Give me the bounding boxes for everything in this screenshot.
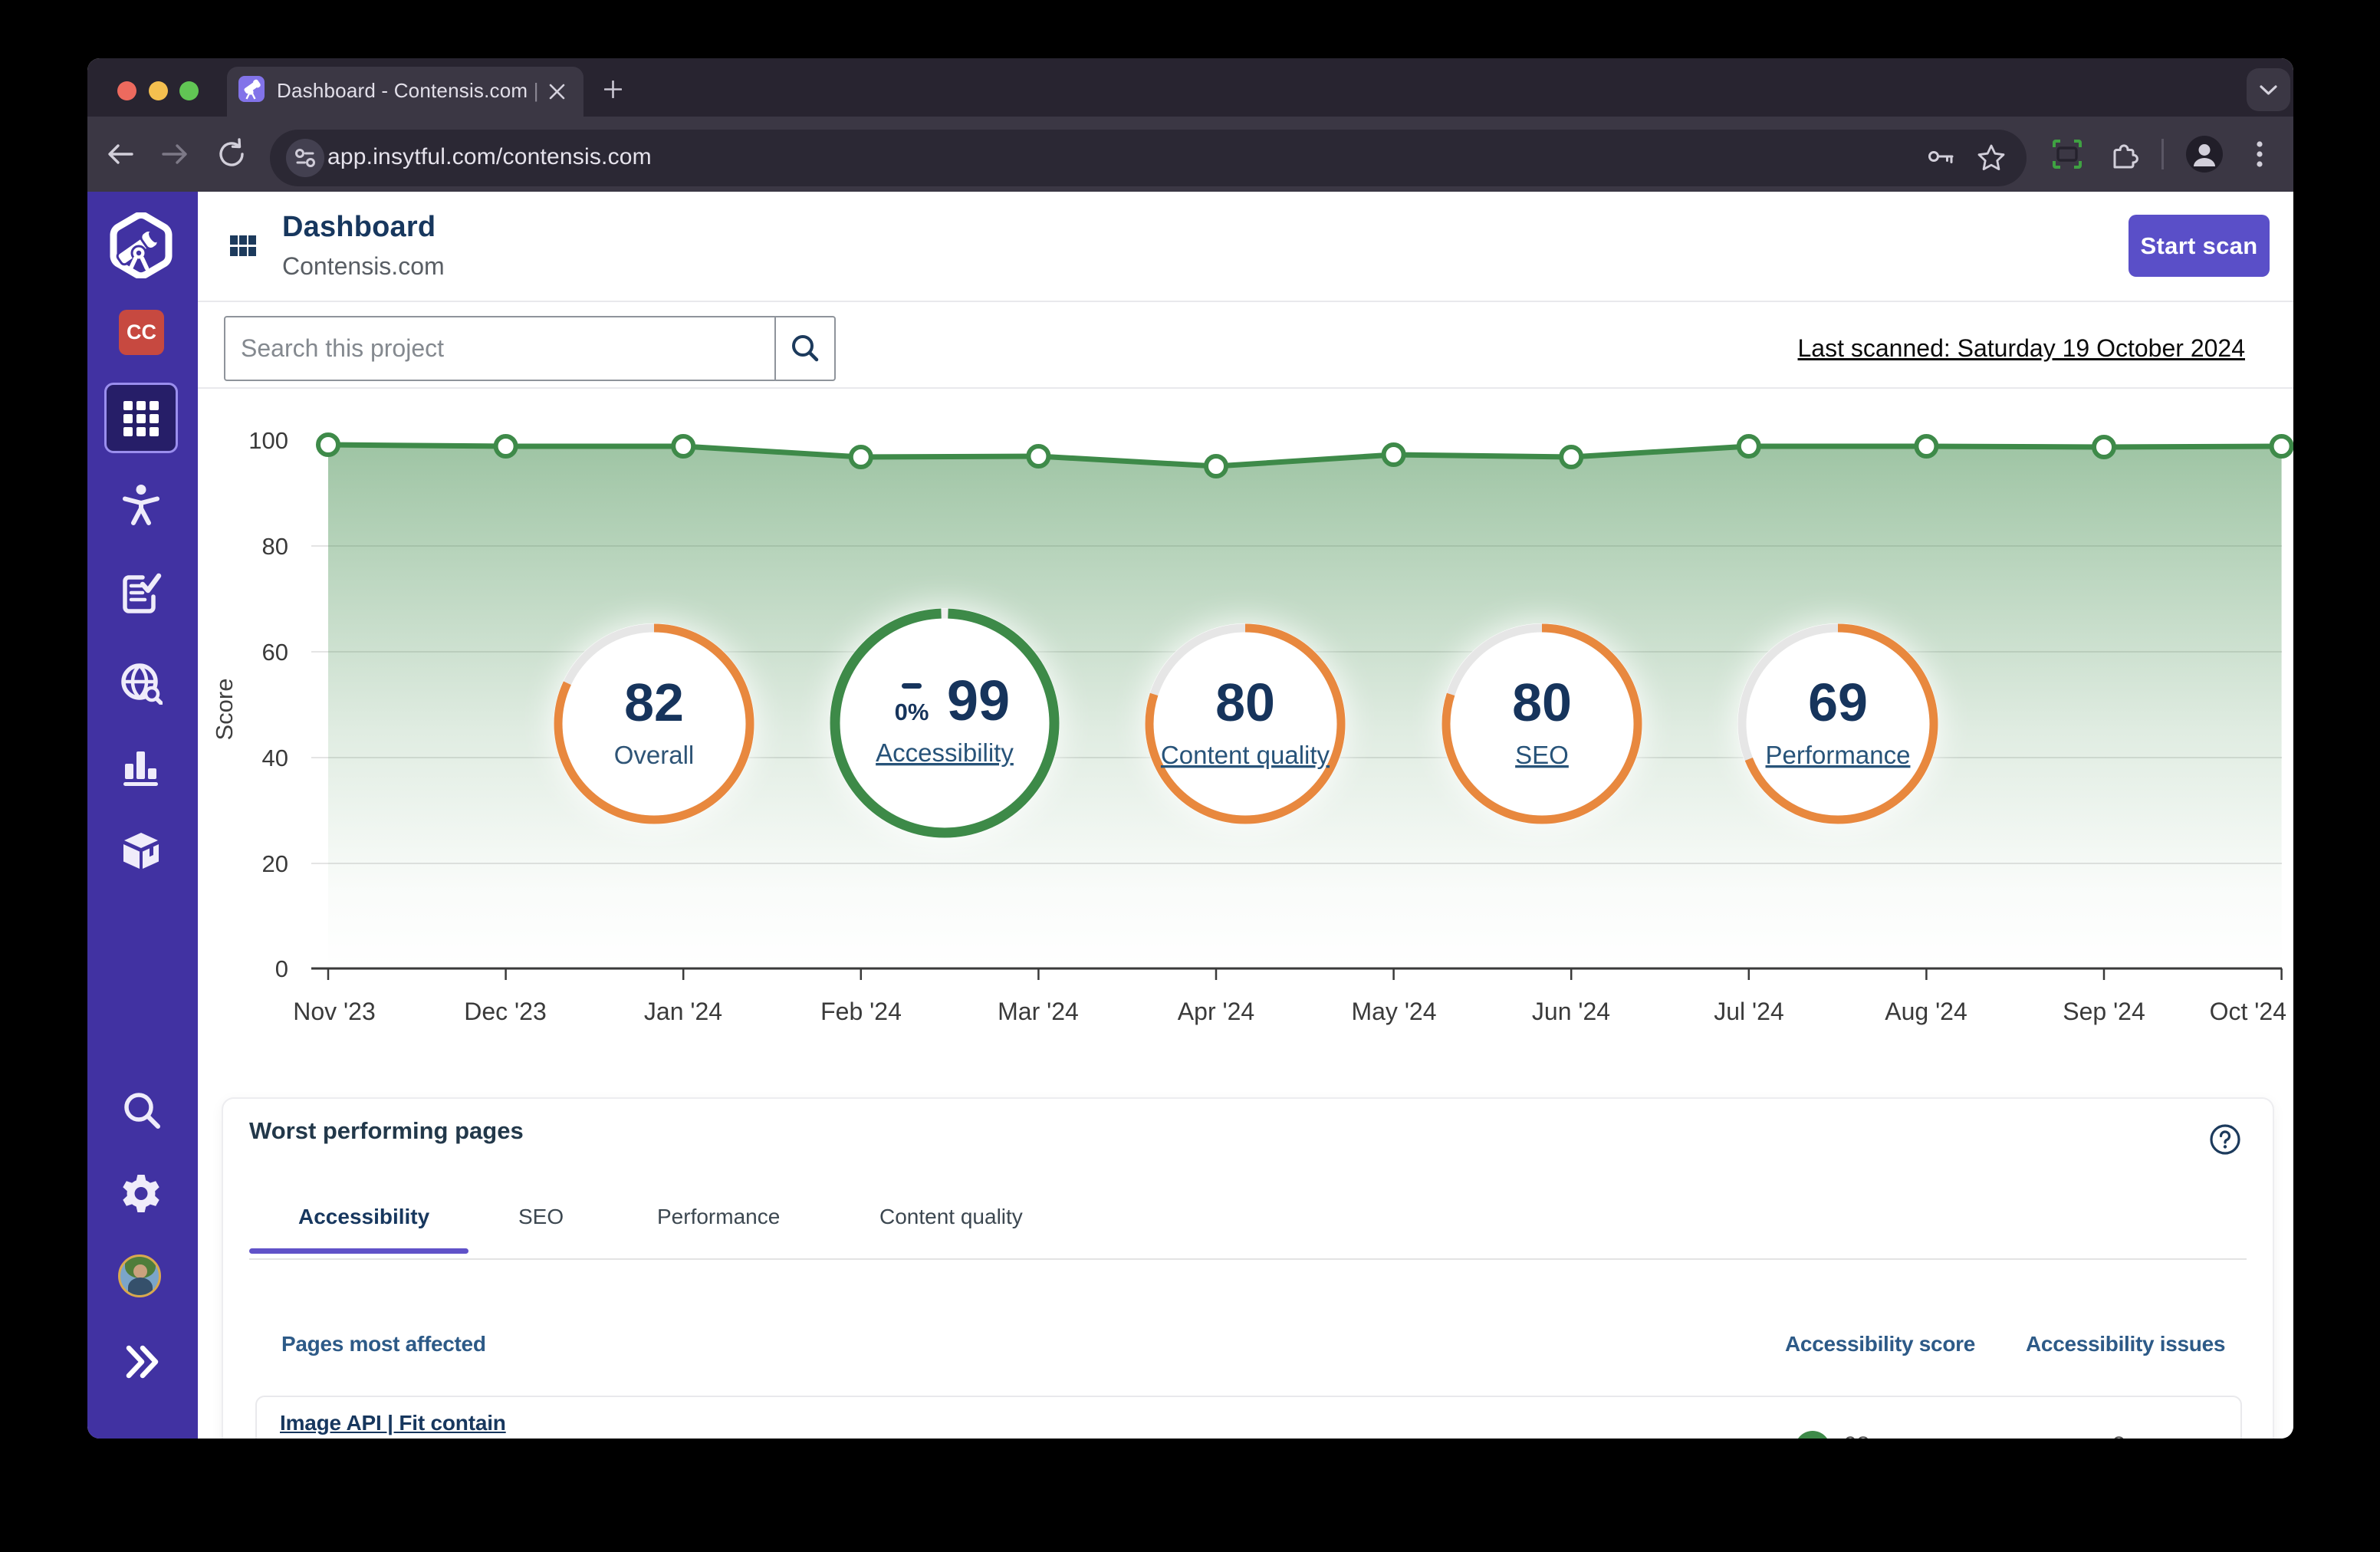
svg-text:0: 0 (275, 955, 288, 982)
svg-text:Nov '23: Nov '23 (293, 998, 376, 1025)
svg-text:82: 82 (624, 672, 684, 732)
svg-text:Jul '24: Jul '24 (1714, 998, 1784, 1025)
svg-text:40: 40 (262, 745, 288, 771)
svg-text:69: 69 (1808, 672, 1868, 732)
svg-text:Jan '24: Jan '24 (644, 998, 722, 1025)
svg-text:Content quality: Content quality (1161, 741, 1330, 769)
svg-text:Overall: Overall (614, 741, 695, 769)
svg-text:100: 100 (248, 427, 288, 454)
svg-text:Aug '24: Aug '24 (1885, 998, 1967, 1025)
svg-text:Performance: Performance (1766, 741, 1911, 769)
svg-text:80: 80 (1215, 672, 1275, 732)
svg-text:Mar '24: Mar '24 (998, 998, 1079, 1025)
svg-text:Oct '24: Oct '24 (2210, 998, 2286, 1025)
svg-text:Score: Score (211, 679, 238, 741)
svg-text:20: 20 (262, 850, 288, 877)
svg-text:SEO: SEO (1515, 741, 1569, 769)
svg-text:80: 80 (1512, 672, 1572, 732)
svg-text:Dec '23: Dec '23 (464, 998, 547, 1025)
svg-text:60: 60 (262, 639, 288, 666)
svg-text:80: 80 (262, 533, 288, 560)
svg-text:Apr '24: Apr '24 (1178, 998, 1254, 1025)
svg-text:0%: 0% (895, 699, 929, 725)
svg-text:Accessibility: Accessibility (876, 738, 1014, 767)
svg-text:Feb '24: Feb '24 (820, 998, 902, 1025)
svg-text:Sep '24: Sep '24 (2063, 998, 2145, 1025)
svg-text:99: 99 (947, 669, 1010, 732)
svg-text:May '24: May '24 (1351, 998, 1436, 1025)
svg-text:Jun '24: Jun '24 (1532, 998, 1610, 1025)
